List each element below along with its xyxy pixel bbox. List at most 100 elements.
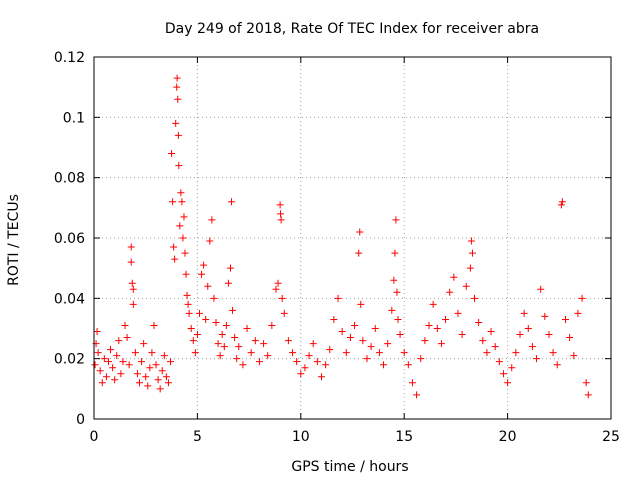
data-point [178,198,186,206]
data-point [499,370,507,378]
data-point [158,367,166,375]
data-point [167,358,175,366]
data-point [181,249,189,257]
data-point [562,315,570,323]
data-point [553,361,561,369]
data-point [277,216,285,224]
y-tick-label: 0.02 [54,352,85,368]
data-point [504,379,512,387]
chart-title: Day 249 of 2018, Rate Of TEC Index for r… [165,21,539,37]
data-point [251,337,259,345]
data-point [458,331,466,339]
data-point [115,337,123,345]
data-point [212,318,220,326]
data-point [191,349,199,357]
data-point [224,279,232,287]
data-point [135,379,143,387]
data-point [206,237,214,245]
data-point [574,309,582,317]
data-point [98,379,106,387]
data-point [171,255,179,263]
data-point [541,312,549,320]
data-point [189,337,197,345]
data-point [297,370,305,378]
data-point [220,343,228,351]
data-point [179,234,187,242]
data-point [545,331,553,339]
data-point [467,237,475,245]
data-point [425,321,433,329]
data-point [359,337,367,345]
data-point [142,373,150,381]
data-point [174,131,182,139]
data-point [121,321,129,329]
data-point [450,273,458,281]
data-point [582,379,590,387]
x-tick-label: 0 [90,429,99,445]
data-point [338,328,346,336]
plot-frame [93,56,612,420]
data-point [520,309,528,317]
data-point [216,352,224,360]
data-point [491,343,499,351]
data-point [371,325,379,332]
data-point [183,291,191,299]
data-point [421,337,429,345]
x-tick-label: 25 [602,429,620,445]
data-point [342,349,350,357]
data-point [260,340,268,348]
data-point [495,358,503,366]
data-point [177,189,185,197]
data-point [537,285,545,293]
data-point [96,367,104,375]
data-point [173,74,181,82]
grid-layer [94,57,611,419]
data-points [91,74,592,399]
data-point [289,349,297,357]
data-point [231,334,239,342]
x-tick-label: 5 [193,429,202,445]
data-point [475,318,483,326]
data-point [169,198,177,206]
data-point [404,361,412,369]
data-point [326,346,334,354]
data-point [471,294,479,302]
data-point [390,276,398,284]
data-point [437,340,445,348]
data-point [508,364,516,372]
data-point [570,352,578,360]
data-point [148,349,156,357]
data-point [128,279,136,287]
data-point [549,349,557,357]
data-point [516,331,524,339]
data-point [187,325,195,332]
data-point [222,321,230,329]
data-point [119,358,127,366]
data-point [102,373,110,381]
data-point [180,213,188,221]
data-point [173,83,181,91]
data-point [129,300,137,308]
data-point [127,243,135,251]
data-point [152,361,160,369]
data-point [214,340,222,348]
y-tick-label: 0.12 [54,50,85,66]
data-point [93,328,101,336]
data-point [91,361,99,369]
data-point [375,349,383,357]
data-point [578,294,586,302]
data-point [400,349,408,357]
data-point [391,249,399,257]
data-point [176,222,184,230]
data-point [146,364,154,372]
data-point [229,306,237,314]
data-point [100,355,108,363]
data-point [317,373,325,381]
data-point [357,300,365,308]
data-point [301,364,309,372]
data-point [138,358,146,366]
data-point [479,337,487,345]
data-point [218,331,226,339]
data-point [355,249,363,257]
data-point [107,346,115,354]
